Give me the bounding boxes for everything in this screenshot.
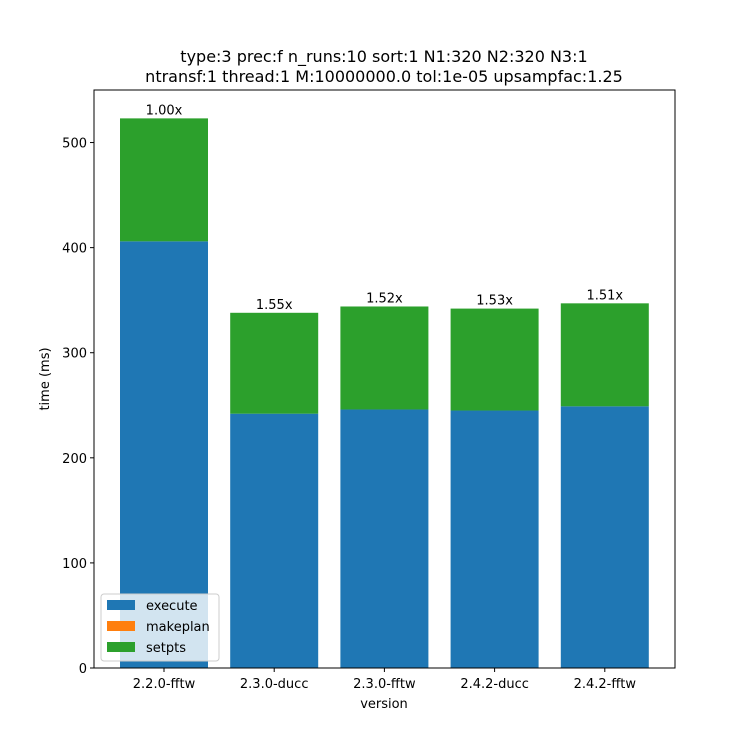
x-tick-label-4: 2.4.2-fftw (574, 677, 637, 692)
legend-label-makeplan: makeplan (146, 620, 210, 635)
bar-execute-3 (450, 410, 539, 668)
x-tick-label-0: 2.2.0-fftw (133, 677, 196, 692)
y-axis-label: time (ms) (38, 347, 53, 410)
y-tick-label-4: 400 (62, 242, 87, 257)
y-tick-label-1: 100 (62, 557, 87, 572)
bar-setpts-3 (450, 308, 539, 411)
bar-total-label-4: 1.51x (586, 288, 623, 303)
bars-layer (120, 118, 649, 668)
legend-label-setpts: setpts (146, 641, 186, 656)
bar-execute-2 (340, 409, 429, 668)
bar-labels-layer: 1.00x 1.55x 1.52x 1.53x 1.51x (146, 103, 624, 312)
bar-total-label-1: 1.55x (256, 298, 293, 313)
legend-label-execute: execute (146, 599, 198, 614)
bar-execute-1 (230, 413, 319, 668)
legend-swatch-setpts (107, 642, 135, 652)
y-tick-label-0: 0 (79, 662, 87, 677)
y-tick-label-3: 300 (62, 347, 87, 362)
x-tick-label-2: 2.3.0-fftw (353, 677, 416, 692)
x-axis-label: version (360, 697, 408, 712)
legend: execute makeplan setpts (100, 593, 220, 662)
y-tick-label-2: 200 (62, 452, 87, 467)
legend-swatch-makeplan (107, 621, 135, 631)
bar-total-label-0: 1.00x (146, 103, 183, 118)
bar-execute-4 (560, 406, 649, 668)
chart-title-line-2: ntransf:1 thread:1 M:10000000.0 tol:1e-0… (145, 67, 623, 86)
bar-setpts-2 (340, 306, 429, 410)
y-tick-label-5: 500 (62, 137, 87, 152)
x-axis: 2.2.0-fftw 2.3.0-ducc 2.3.0-fftw 2.4.2-ducc… (133, 668, 637, 692)
bar-setpts-1 (230, 312, 319, 414)
x-tick-label-3: 2.4.2-ducc (460, 677, 529, 692)
x-tick-label-1: 2.3.0-ducc (240, 677, 309, 692)
y-axis: 0 100 200 300 400 500 (62, 137, 94, 677)
bar-total-label-2: 1.52x (366, 291, 403, 306)
bar-total-label-3: 1.53x (476, 294, 513, 309)
bar-setpts-4 (560, 303, 649, 407)
chart-title-line-1: type:3 prec:f n_runs:10 sort:1 N1:320 N2… (180, 47, 587, 67)
legend-swatch-execute (107, 600, 135, 610)
bar-setpts-0 (120, 118, 208, 242)
